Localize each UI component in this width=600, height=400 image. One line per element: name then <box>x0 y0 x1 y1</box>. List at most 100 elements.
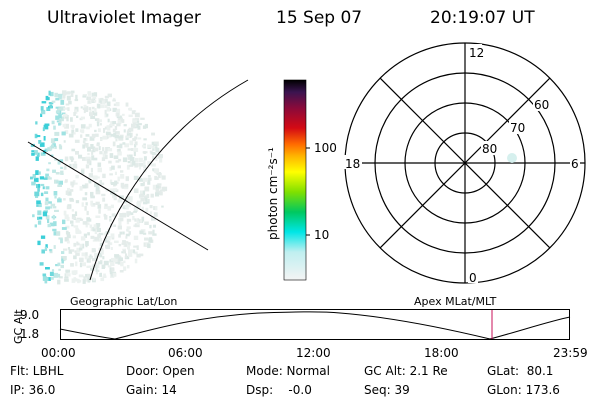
emission-pixel <box>38 140 42 144</box>
emission-pixel <box>57 107 62 113</box>
emission-pixel <box>45 173 49 178</box>
emission-pixel <box>149 211 153 215</box>
emission-pixel <box>144 186 150 192</box>
emission-pixel <box>97 204 102 209</box>
emission-pixel <box>75 94 78 100</box>
emission-pixel <box>83 233 87 238</box>
emission-pixel <box>58 122 61 126</box>
emission-pixel <box>91 133 96 139</box>
emission-pixel <box>114 240 119 243</box>
emission-pixel <box>114 258 118 263</box>
emission-pixel <box>115 160 120 163</box>
emission-pixel <box>88 173 93 178</box>
emission-pixel <box>48 206 53 209</box>
status-seq: Seq: 39 <box>364 383 410 397</box>
emission-pixel <box>104 215 108 220</box>
emission-pixel <box>152 184 157 190</box>
emission-pixel <box>37 210 42 216</box>
emission-pixel <box>87 232 90 236</box>
emission-pixel <box>62 90 67 96</box>
emission-pixel <box>71 249 75 252</box>
emission-pixel <box>105 154 108 160</box>
emission-pixel <box>110 182 115 185</box>
emission-pixel <box>89 109 92 113</box>
emission-pixel <box>97 128 101 133</box>
emission-pixel <box>82 95 86 98</box>
emission-pixel <box>144 237 149 241</box>
emission-pixel <box>152 233 157 236</box>
emission-pixel <box>133 151 136 157</box>
emission-pixel <box>95 265 98 268</box>
emission-pixel <box>103 232 106 236</box>
emission-pixel <box>65 273 71 277</box>
emission-pixel <box>122 248 126 251</box>
emission-pixel <box>56 273 61 278</box>
emission-pixel <box>90 146 96 150</box>
emission-pixel <box>114 135 119 139</box>
emission-pixel <box>42 273 47 277</box>
emission-pixel <box>116 112 119 117</box>
emission-pixel <box>95 133 99 137</box>
emission-pixel <box>126 203 131 208</box>
emission-pixel <box>94 236 99 241</box>
emission-pixel <box>109 216 112 219</box>
status-ip: IP: 36.0 <box>10 383 56 397</box>
time-tick-1: 06:00 <box>168 346 203 360</box>
emission-pixel <box>134 224 137 227</box>
emission-pixel <box>91 106 95 110</box>
emission-pixel <box>106 107 111 112</box>
emission-pixel <box>40 106 44 111</box>
emission-pixel <box>34 150 38 155</box>
emission-pixel <box>92 148 96 153</box>
emission-pixel <box>135 120 140 123</box>
emission-pixel <box>92 258 96 262</box>
emission-pixel <box>85 145 88 148</box>
emission-pixel <box>65 103 70 106</box>
emission-pixel <box>134 144 137 148</box>
emission-pixel <box>45 215 50 220</box>
emission-pixel <box>46 97 50 101</box>
emission-pixel <box>100 277 105 282</box>
emission-pixel <box>90 195 95 199</box>
emission-pixel <box>125 253 128 259</box>
emission-pixel <box>40 235 46 239</box>
emission-pixel <box>151 145 155 149</box>
emission-pixel <box>60 238 63 244</box>
emission-pixel <box>44 123 50 126</box>
emission-pixel <box>44 201 49 206</box>
emission-pixel <box>46 107 51 111</box>
emission-pixel <box>91 150 94 155</box>
emission-pixel <box>131 110 136 115</box>
emission-pixel <box>85 134 90 137</box>
emission-pixel <box>159 191 163 196</box>
emission-pixel <box>140 183 144 187</box>
emission-pixel <box>126 164 130 170</box>
emission-pixel <box>114 180 118 186</box>
emission-pixel <box>90 116 96 119</box>
emission-pixel <box>122 240 126 243</box>
emission-pixel <box>89 112 94 117</box>
altitude-curve <box>59 311 571 340</box>
emission-pixel <box>55 231 61 236</box>
emission-pixel <box>44 279 48 284</box>
emission-pixel <box>162 186 168 192</box>
emission-pixel <box>96 224 100 229</box>
emission-pixel <box>30 176 33 180</box>
emission-pixel <box>61 97 64 101</box>
emission-pixel <box>87 96 92 101</box>
emission-pixel <box>94 108 97 113</box>
emission-pixel <box>116 123 121 127</box>
emission-pixel <box>147 161 151 166</box>
emission-pixel <box>36 184 41 189</box>
emission-pixel <box>47 147 52 152</box>
emission-pixel <box>63 248 68 251</box>
emission-pixel <box>65 225 70 229</box>
emission-pixel <box>76 247 81 253</box>
emission-pixel <box>143 165 147 169</box>
emission-pixel <box>75 252 80 256</box>
orbit-altitude-plot <box>59 309 571 340</box>
emission-pixel <box>35 156 39 161</box>
emission-pixel <box>38 202 42 208</box>
emission-pixel <box>80 218 84 221</box>
emission-pixel <box>93 92 98 97</box>
